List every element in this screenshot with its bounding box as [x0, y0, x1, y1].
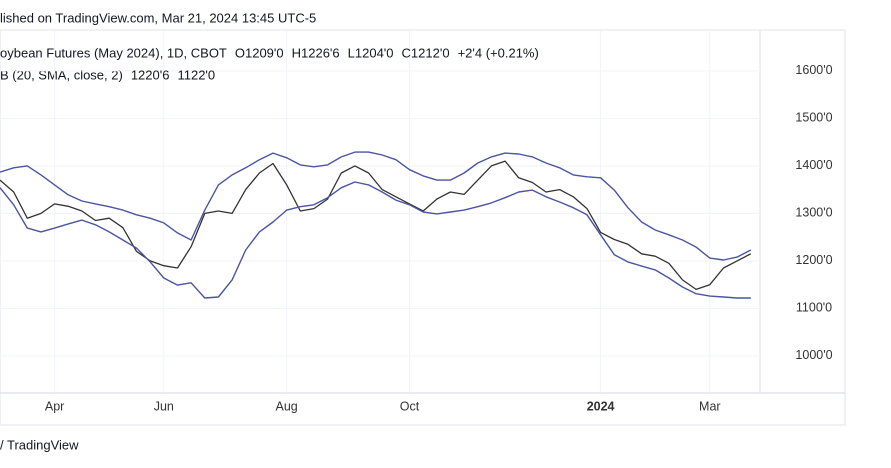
y-tick-label: 1200'0 [795, 253, 832, 267]
band-line [0, 151, 752, 261]
x-tick-label: Apr [45, 399, 64, 413]
ohlc-value: O1209'0 [235, 45, 284, 60]
y-tick-label: 1300'0 [795, 206, 832, 220]
y-tick-label: 1000'0 [795, 348, 832, 362]
indicator-value: 1220'6 [131, 67, 170, 82]
x-tick-label: Aug [276, 399, 298, 413]
indicator: B (20, SMA, close, 2) [0, 67, 123, 82]
x-tick-label: 2024 [587, 399, 615, 413]
y-tick-label: 1600'0 [795, 63, 832, 77]
ohlc-value: C1212'0 [402, 45, 450, 60]
price-line [0, 160, 752, 291]
ohlc-value: +2'4 (+0.21%) [458, 45, 539, 60]
ohlc-value: H1226'6 [292, 45, 340, 60]
panel [0, 29, 846, 426]
footer: / TradingView [0, 437, 79, 452]
indicator-value: 1122'0 [177, 67, 215, 82]
y-tick-label: 1500'0 [795, 111, 832, 125]
chart-title: oybean Futures (May 2024), 1D, CBOT [0, 45, 227, 60]
x-tick-label: Oct [400, 399, 420, 413]
y-tick-label: 1100'0 [796, 301, 832, 315]
band-line [0, 181, 751, 299]
ohlc-value: L1204'0 [348, 45, 394, 60]
y-tick-label: 1400'0 [795, 158, 832, 172]
x-tick-label: Mar [699, 399, 721, 413]
published: lished on TradingView.com, Mar 21, 2024 … [0, 10, 316, 25]
x-tick-label: Jun [154, 399, 174, 413]
